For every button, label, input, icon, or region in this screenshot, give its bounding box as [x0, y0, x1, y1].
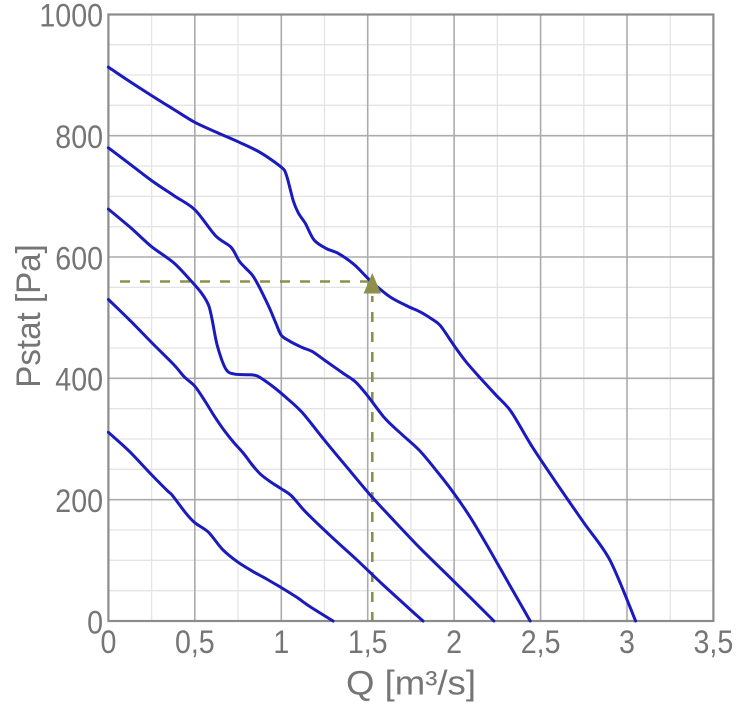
svg-text:1,5: 1,5 [348, 624, 388, 660]
svg-text:Pstat [Pa]: Pstat [Pa] [10, 244, 48, 388]
svg-text:200: 200 [55, 483, 103, 519]
svg-text:800: 800 [55, 119, 103, 155]
svg-text:1: 1 [273, 624, 289, 660]
svg-text:2: 2 [446, 624, 462, 660]
svg-text:Q [m³/s]: Q [m³/s] [346, 665, 476, 703]
svg-text:1000: 1000 [39, 0, 103, 34]
svg-text:0: 0 [87, 604, 103, 640]
svg-text:3,5: 3,5 [694, 624, 734, 660]
svg-text:3: 3 [619, 624, 635, 660]
svg-text:0,5: 0,5 [175, 624, 215, 660]
svg-text:0: 0 [100, 624, 116, 660]
svg-text:2,5: 2,5 [521, 624, 561, 660]
svg-text:400: 400 [55, 362, 103, 398]
svg-text:600: 600 [55, 240, 103, 276]
